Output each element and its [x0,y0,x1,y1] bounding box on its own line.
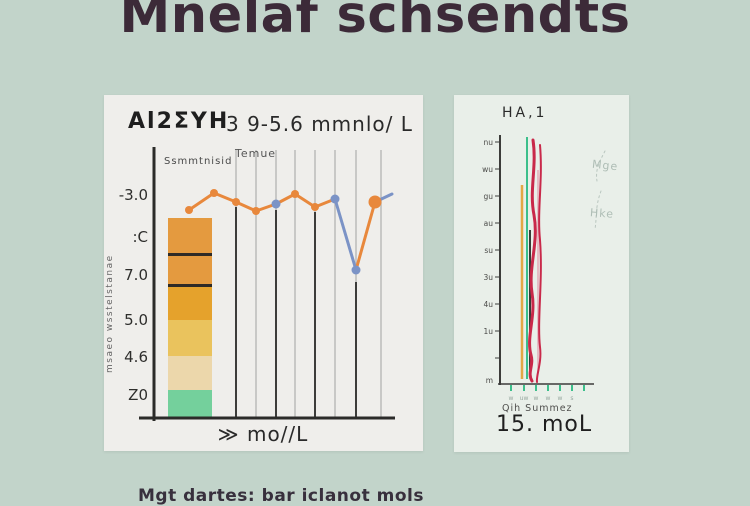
left-chart-series-label: Temue [235,147,277,160]
svg-text:uw: uw [520,395,529,402]
svg-text:4u: 4u [483,300,493,309]
left-chart-y-axis-label: msaeo wsstelstanae [105,254,115,373]
svg-text:4.6: 4.6 [124,348,148,366]
svg-text:w: w [558,395,563,402]
right-chart-caption-small: Qih Summez [502,403,573,414]
left-chart-code-label: Al2ΣYH [128,109,230,134]
svg-text:wu: wu [482,165,493,174]
right-chart-title: HA,1 [502,105,548,121]
svg-text:3u: 3u [483,273,493,282]
svg-text:au: au [484,219,494,228]
svg-text:7.0: 7.0 [124,266,148,284]
left-chart-x-axis-label: ≫ mo//L [217,422,309,446]
svg-text:m: m [486,376,493,385]
right-chart-caption-large: 15. moL [496,412,593,437]
svg-text:gu: gu [483,192,493,201]
right-chart-annotation-top: Mge [591,157,619,174]
svg-text::C: :C [132,228,148,246]
right-chart-panel: nu wu gu au su 3u 4u 1u m w uw w w w s HA,1 Mge Hke Qi… [454,95,629,452]
svg-text:w: w [534,395,539,402]
svg-text:su: su [484,246,493,255]
svg-text:s: s [570,395,573,402]
left-chart-range-label: 3 9-5.6 mmnlo/ L [226,112,413,136]
left-chart-bar-label: Ssmmtnisid [164,156,233,167]
svg-text:-3.0: -3.0 [119,186,148,204]
svg-text:Z0: Z0 [128,386,148,404]
svg-text:nu: nu [483,138,493,147]
page-title: Mnelaf schsendts [119,0,631,45]
svg-text:1u: 1u [483,327,493,336]
left-chart-canvas: -3.0 :C 7.0 5.0 4.6 Z0 [119,147,395,421]
svg-text:w: w [546,395,551,402]
svg-text:5.0: 5.0 [124,311,148,329]
svg-text:w: w [509,395,514,402]
left-chart-panel: -3.0 :C 7.0 5.0 4.6 Z0 Al2ΣYH 3 9-5.6 mmnlo/ … [104,95,423,451]
right-chart-annotation-bottom: Hke [589,206,615,221]
footer-caption: Mgt dartes: bar iclanot mols [138,486,424,506]
